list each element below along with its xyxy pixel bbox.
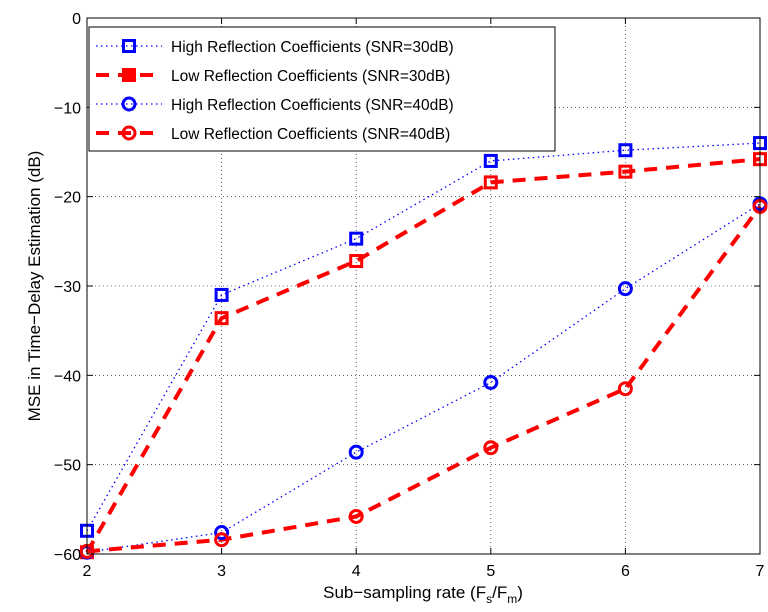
x-axis-title: Sub−sampling rate (Fs/Fm) [323,583,523,606]
y-tick-label: −30 [54,279,81,296]
x-tick-label: 7 [756,563,765,580]
data-point [348,444,364,460]
series-line-4 [86,205,762,554]
y-axis-title: MSE in Time−Delay Estimation (dB) [25,151,44,422]
x-tick-label: 6 [621,563,630,580]
legend-marker-2 [122,68,136,82]
data-point [214,532,230,548]
x-tick-label: 2 [83,563,92,580]
y-tick-label: −50 [54,458,81,475]
y-tick-label: −20 [54,190,81,207]
axis-ticks [86,17,761,555]
data-point [617,381,633,397]
series-line-2 [85,157,761,554]
data-point [214,525,230,541]
data-point [349,253,364,268]
legend-marker-3 [121,96,137,112]
x-tick-label: 3 [217,563,226,580]
legend: High Reflection Coefficients (SNR=30dB) L… [88,26,556,152]
legend-label-4: Low Reflection Coefficients (SNR=40dB) [171,126,450,143]
data-point [483,440,499,456]
y-tick-label: −40 [54,368,81,385]
legend-box [88,26,556,152]
legend-marker-1 [122,39,136,53]
data-point [214,311,229,326]
y-tick-label: −60 [54,547,81,564]
x-tick-label: 4 [352,563,361,580]
data-point [618,164,633,179]
data-point [618,143,633,158]
data-point [617,281,633,297]
y-tick-label: 0 [72,11,81,28]
grid [87,18,760,554]
data-point [349,231,364,246]
tick-labels: 2 3 4 5 6 7 0 −10 −20 −30 −40 −50 −60 [54,11,765,580]
data-point [348,508,364,524]
data-point [483,153,498,168]
data-point [483,175,498,190]
legend-label-2: Low Reflection Coefficients (SNR=30dB) [171,68,450,85]
data-point [483,374,499,390]
series-line-1 [86,142,761,532]
legend-marker-4 [121,125,137,141]
y-tick-label: −10 [54,100,81,117]
x-tick-label: 5 [486,563,495,580]
legend-label-1: High Reflection Coefficients (SNR=30dB) [171,39,454,56]
legend-label-3: High Reflection Coefficients (SNR=40dB) [171,97,454,114]
series-lines [85,142,762,554]
data-point [214,287,229,302]
